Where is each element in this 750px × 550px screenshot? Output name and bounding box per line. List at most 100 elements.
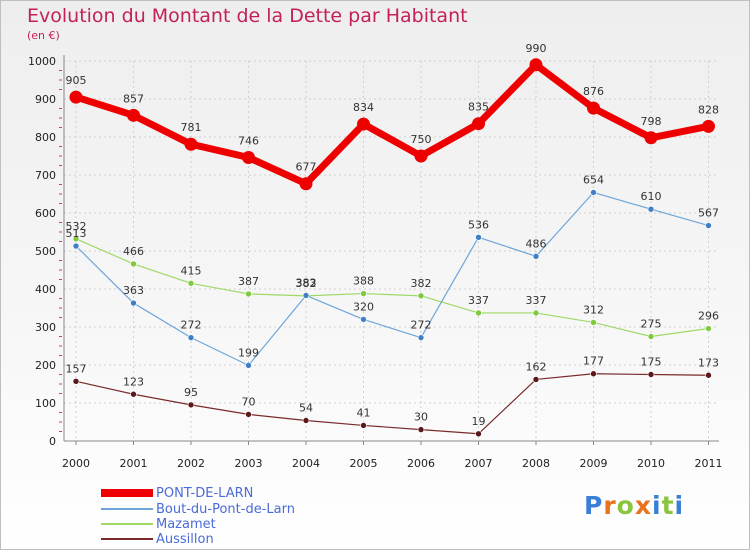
data-label: 312 — [583, 303, 604, 316]
data-label: 905 — [66, 74, 87, 87]
data-label: 781 — [181, 121, 202, 134]
data-label: 567 — [698, 207, 719, 220]
y-tick-label: 0 — [49, 435, 56, 448]
data-point — [72, 242, 80, 250]
data-label: 610 — [641, 190, 662, 203]
data-point — [590, 319, 597, 326]
chart-subtitle: (en €) — [27, 29, 60, 42]
data-point — [245, 362, 252, 369]
data-label: 532 — [66, 220, 87, 233]
data-label: 123 — [123, 375, 144, 388]
data-point — [702, 119, 715, 133]
y-tick-label: 300 — [35, 321, 56, 334]
data-label: 296 — [698, 310, 719, 323]
chart-title: Evolution du Montant de la Dette par Hab… — [27, 5, 468, 27]
data-point — [245, 290, 252, 298]
logo-letter: i — [652, 491, 662, 520]
data-point — [130, 260, 137, 268]
y-tick-label: 800 — [35, 131, 56, 144]
legend-label: Bout-du-Pont-de-Larn — [156, 501, 295, 517]
logo-letter: x — [634, 491, 652, 520]
data-point — [187, 334, 195, 341]
data-point — [130, 390, 137, 398]
x-tick-label: 2004 — [292, 457, 320, 470]
legend-label: Aussillon — [156, 531, 214, 547]
data-label: 175 — [641, 356, 662, 369]
data-label: 337 — [468, 294, 489, 307]
logo-letter: r — [603, 491, 617, 520]
data-label: 30 — [414, 411, 428, 424]
data-point — [360, 290, 367, 297]
legend-item: Mazamet — [101, 517, 216, 532]
data-point — [184, 137, 198, 151]
legend-item: Aussillon — [101, 531, 214, 547]
y-tick-label: 900 — [35, 93, 56, 106]
y-tick-label: 700 — [35, 169, 56, 182]
series-line-2 — [75, 238, 710, 338]
data-point — [130, 299, 137, 307]
legend-label: PONT-DE-LARN — [156, 485, 254, 501]
data-label: 272 — [411, 319, 432, 332]
data-label: 798 — [641, 115, 662, 128]
data-point — [69, 90, 83, 104]
y-tick-label: 100 — [35, 397, 56, 410]
label-layer: 157 123 95 70 54 41 30 19 162 177 175 173 532 466 415 3… — [66, 42, 720, 428]
data-label: 382 — [411, 277, 432, 290]
data-label: 177 — [583, 355, 604, 368]
x-tick-label: 2005 — [350, 457, 378, 470]
series-line-0 — [72, 61, 712, 188]
data-point — [72, 378, 80, 385]
data-label: 162 — [526, 360, 547, 373]
data-point — [532, 253, 540, 260]
data-point — [705, 325, 712, 332]
data-label: 834 — [353, 101, 374, 114]
proxiti-logo: Proxiti — [584, 491, 684, 520]
data-label: 828 — [698, 103, 719, 116]
data-label: 383 — [296, 276, 317, 289]
data-label: 536 — [468, 218, 489, 231]
data-label: 857 — [123, 92, 144, 105]
data-label: 382 — [296, 277, 317, 290]
data-label: 677 — [296, 161, 317, 174]
data-label: 990 — [526, 42, 547, 55]
data-point — [360, 422, 367, 429]
logo-letter: o — [616, 491, 635, 520]
series-line-3 — [75, 373, 710, 435]
data-label: 746 — [238, 135, 259, 148]
logo-letter: t — [661, 491, 675, 520]
data-point — [417, 426, 425, 433]
data-label: 157 — [66, 362, 87, 375]
data-label: 272 — [181, 319, 202, 332]
data-label: 199 — [238, 346, 259, 359]
legend-swatch — [101, 489, 153, 497]
data-label: 835 — [468, 101, 489, 114]
data-point — [472, 117, 485, 131]
data-point — [357, 117, 370, 131]
data-point — [245, 411, 252, 418]
data-label: 41 — [357, 406, 371, 419]
data-point — [360, 316, 367, 323]
logo-letter: i — [674, 491, 685, 520]
data-point — [475, 430, 482, 438]
x-tick-label: 2008 — [522, 457, 550, 470]
data-point — [417, 334, 425, 341]
data-label: 337 — [526, 294, 547, 307]
data-point — [532, 309, 540, 317]
data-label: 388 — [353, 275, 374, 288]
data-point — [127, 108, 140, 122]
series-line-1 — [75, 191, 710, 366]
x-tick-label: 2002 — [177, 457, 205, 470]
x-tick-label: 2003 — [235, 457, 263, 470]
data-point — [475, 234, 482, 241]
data-point — [414, 149, 428, 163]
data-point — [302, 417, 310, 424]
legend-swatch — [101, 508, 153, 510]
x-tick-label: 2001 — [120, 457, 148, 470]
data-label: 486 — [526, 237, 547, 250]
axis-layer: 0 100 200 300 400 500 600 700 800 900 1000 2000 2001… — [28, 55, 723, 470]
data-label: 750 — [411, 133, 432, 146]
data-point — [647, 205, 655, 213]
data-point — [187, 401, 195, 409]
data-point — [647, 371, 655, 378]
